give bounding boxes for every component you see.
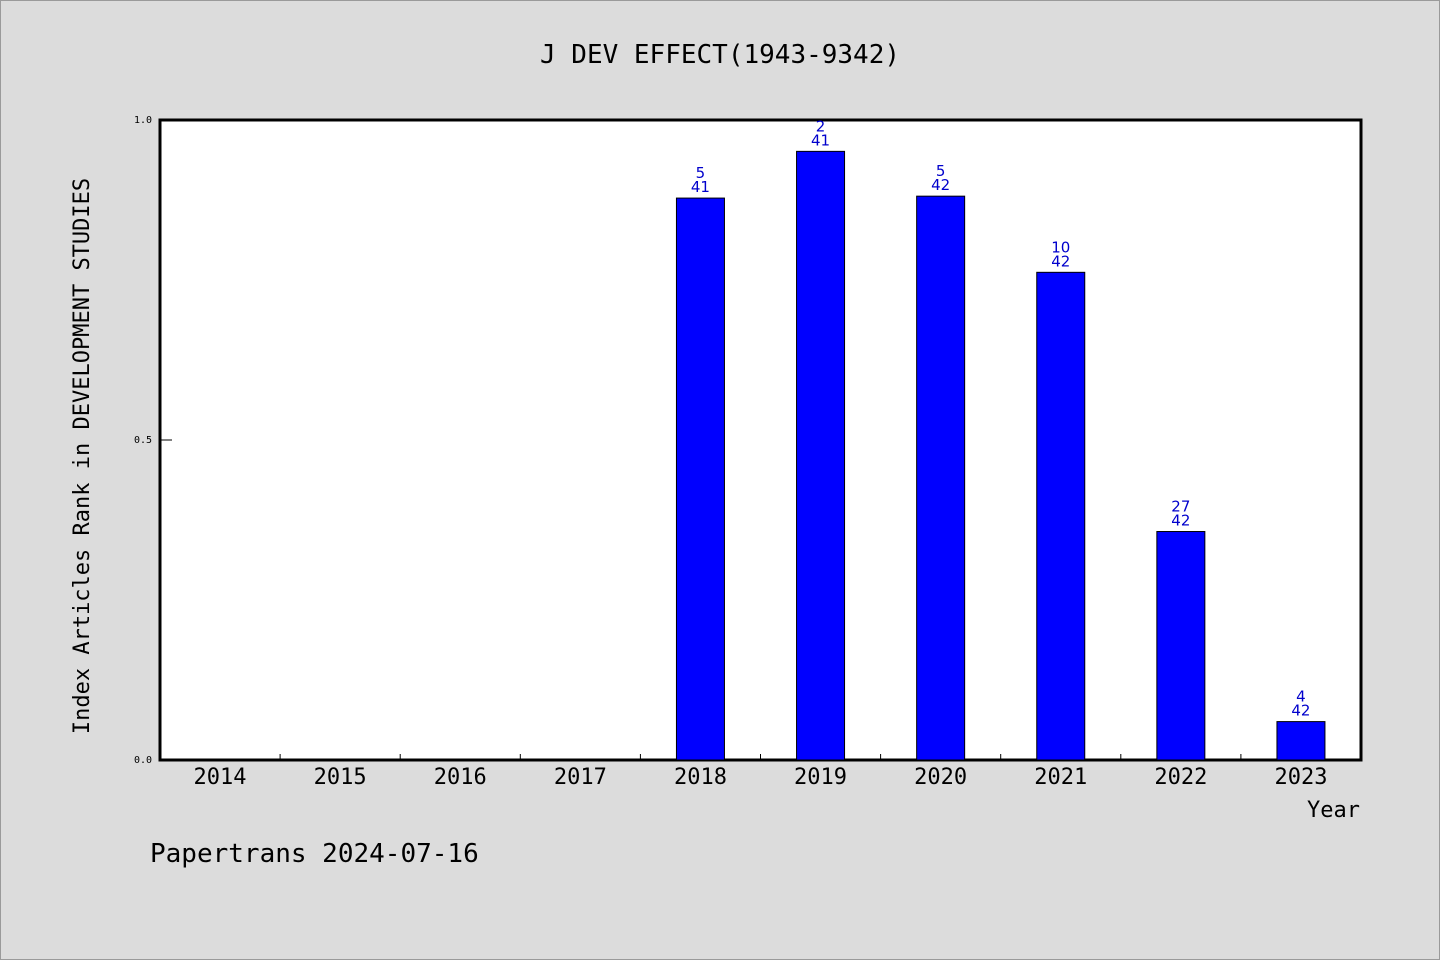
bars-group bbox=[675, 150, 1326, 761]
x-axis-label: Year bbox=[1307, 798, 1360, 823]
bar-rank-label-2020: 5 bbox=[936, 162, 946, 180]
x-tick-label-2019: 2019 bbox=[794, 765, 847, 790]
x-tick-label-2017: 2017 bbox=[554, 765, 607, 790]
bar-rank-label-2019: 2 bbox=[816, 117, 826, 135]
bar-2023 bbox=[1276, 721, 1326, 761]
bar-2019 bbox=[796, 150, 846, 761]
bar-2018 bbox=[675, 197, 725, 761]
x-tick-label-2014: 2014 bbox=[194, 765, 247, 790]
x-tick-label-2020: 2020 bbox=[914, 765, 967, 790]
bar-2021 bbox=[1036, 271, 1086, 761]
bar-2022 bbox=[1156, 531, 1206, 761]
y-tick-label: 0.5 bbox=[134, 435, 152, 446]
bar-rank-label-2018: 5 bbox=[696, 164, 706, 182]
y-axis-label: Index Articles Rank in DEVELOPMENT STUDI… bbox=[70, 178, 95, 734]
bar-rank-label-2022: 27 bbox=[1171, 498, 1190, 516]
bar-2020 bbox=[916, 195, 966, 761]
x-tick-label-2016: 2016 bbox=[434, 765, 487, 790]
bar-total-label-2022: 42 bbox=[1171, 512, 1190, 530]
bar-total-label-2021: 42 bbox=[1051, 252, 1070, 270]
x-tick-label-2022: 2022 bbox=[1154, 765, 1207, 790]
x-ticks-group: 2014 2015 2016 2017 2018 2019 2020 2021 2022 2023 bbox=[194, 754, 1327, 790]
x-tick-label-2018: 2018 bbox=[674, 765, 727, 790]
x-tick-label-2021: 2021 bbox=[1034, 765, 1087, 790]
bar-total-label-2018: 41 bbox=[691, 178, 710, 196]
y-tick-label: 1.0 bbox=[134, 115, 152, 126]
footer-credit: Papertrans 2024-07-16 bbox=[150, 839, 479, 869]
y-ticks-group: 0.0 0.5 1.0 bbox=[134, 115, 172, 766]
bar-rank-label-2021: 10 bbox=[1051, 238, 1070, 256]
y-tick-label: 0.0 bbox=[134, 755, 152, 766]
x-tick-label-2015: 2015 bbox=[314, 765, 367, 790]
bar-total-label-2020: 42 bbox=[931, 176, 950, 194]
bar-rank-label-2023: 4 bbox=[1296, 688, 1306, 706]
chart-title: J DEV EFFECT(1943-9342) bbox=[540, 40, 900, 70]
bar-total-label-2023: 42 bbox=[1291, 702, 1310, 720]
x-tick-label-2023: 2023 bbox=[1274, 765, 1327, 790]
bar-total-label-2019: 41 bbox=[811, 131, 830, 149]
